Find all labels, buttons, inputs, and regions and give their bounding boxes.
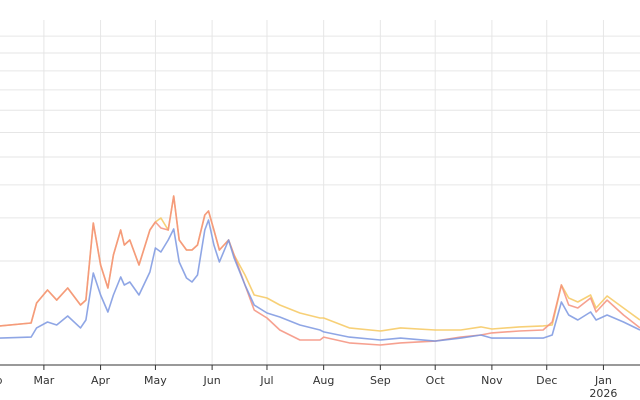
x-tick-label: Apr: [91, 374, 111, 387]
x-tick-label: Feb: [0, 374, 2, 387]
x-tick-label: Oct: [426, 374, 446, 387]
x-tick-label: May: [144, 374, 167, 387]
x-tick-sublabel: 2026: [589, 387, 617, 400]
x-gridlines: [43, 20, 604, 365]
gridlines: [0, 35, 640, 262]
x-tick-label: Aug: [313, 374, 334, 387]
x-tick-label: Dec: [536, 374, 557, 387]
x-tick-label: Jul: [259, 374, 273, 387]
series-lines: [0, 195, 640, 346]
series-line-3: [0, 219, 640, 342]
x-tick-label: Nov: [481, 374, 503, 387]
x-tick-label: Jan: [594, 374, 612, 387]
x-tick-label: Jun: [203, 374, 221, 387]
series-line-2: [0, 195, 640, 346]
x-tick-label: Sep: [370, 374, 391, 387]
x-tick-label: Mar: [34, 374, 55, 387]
series-line-1: [0, 195, 640, 332]
